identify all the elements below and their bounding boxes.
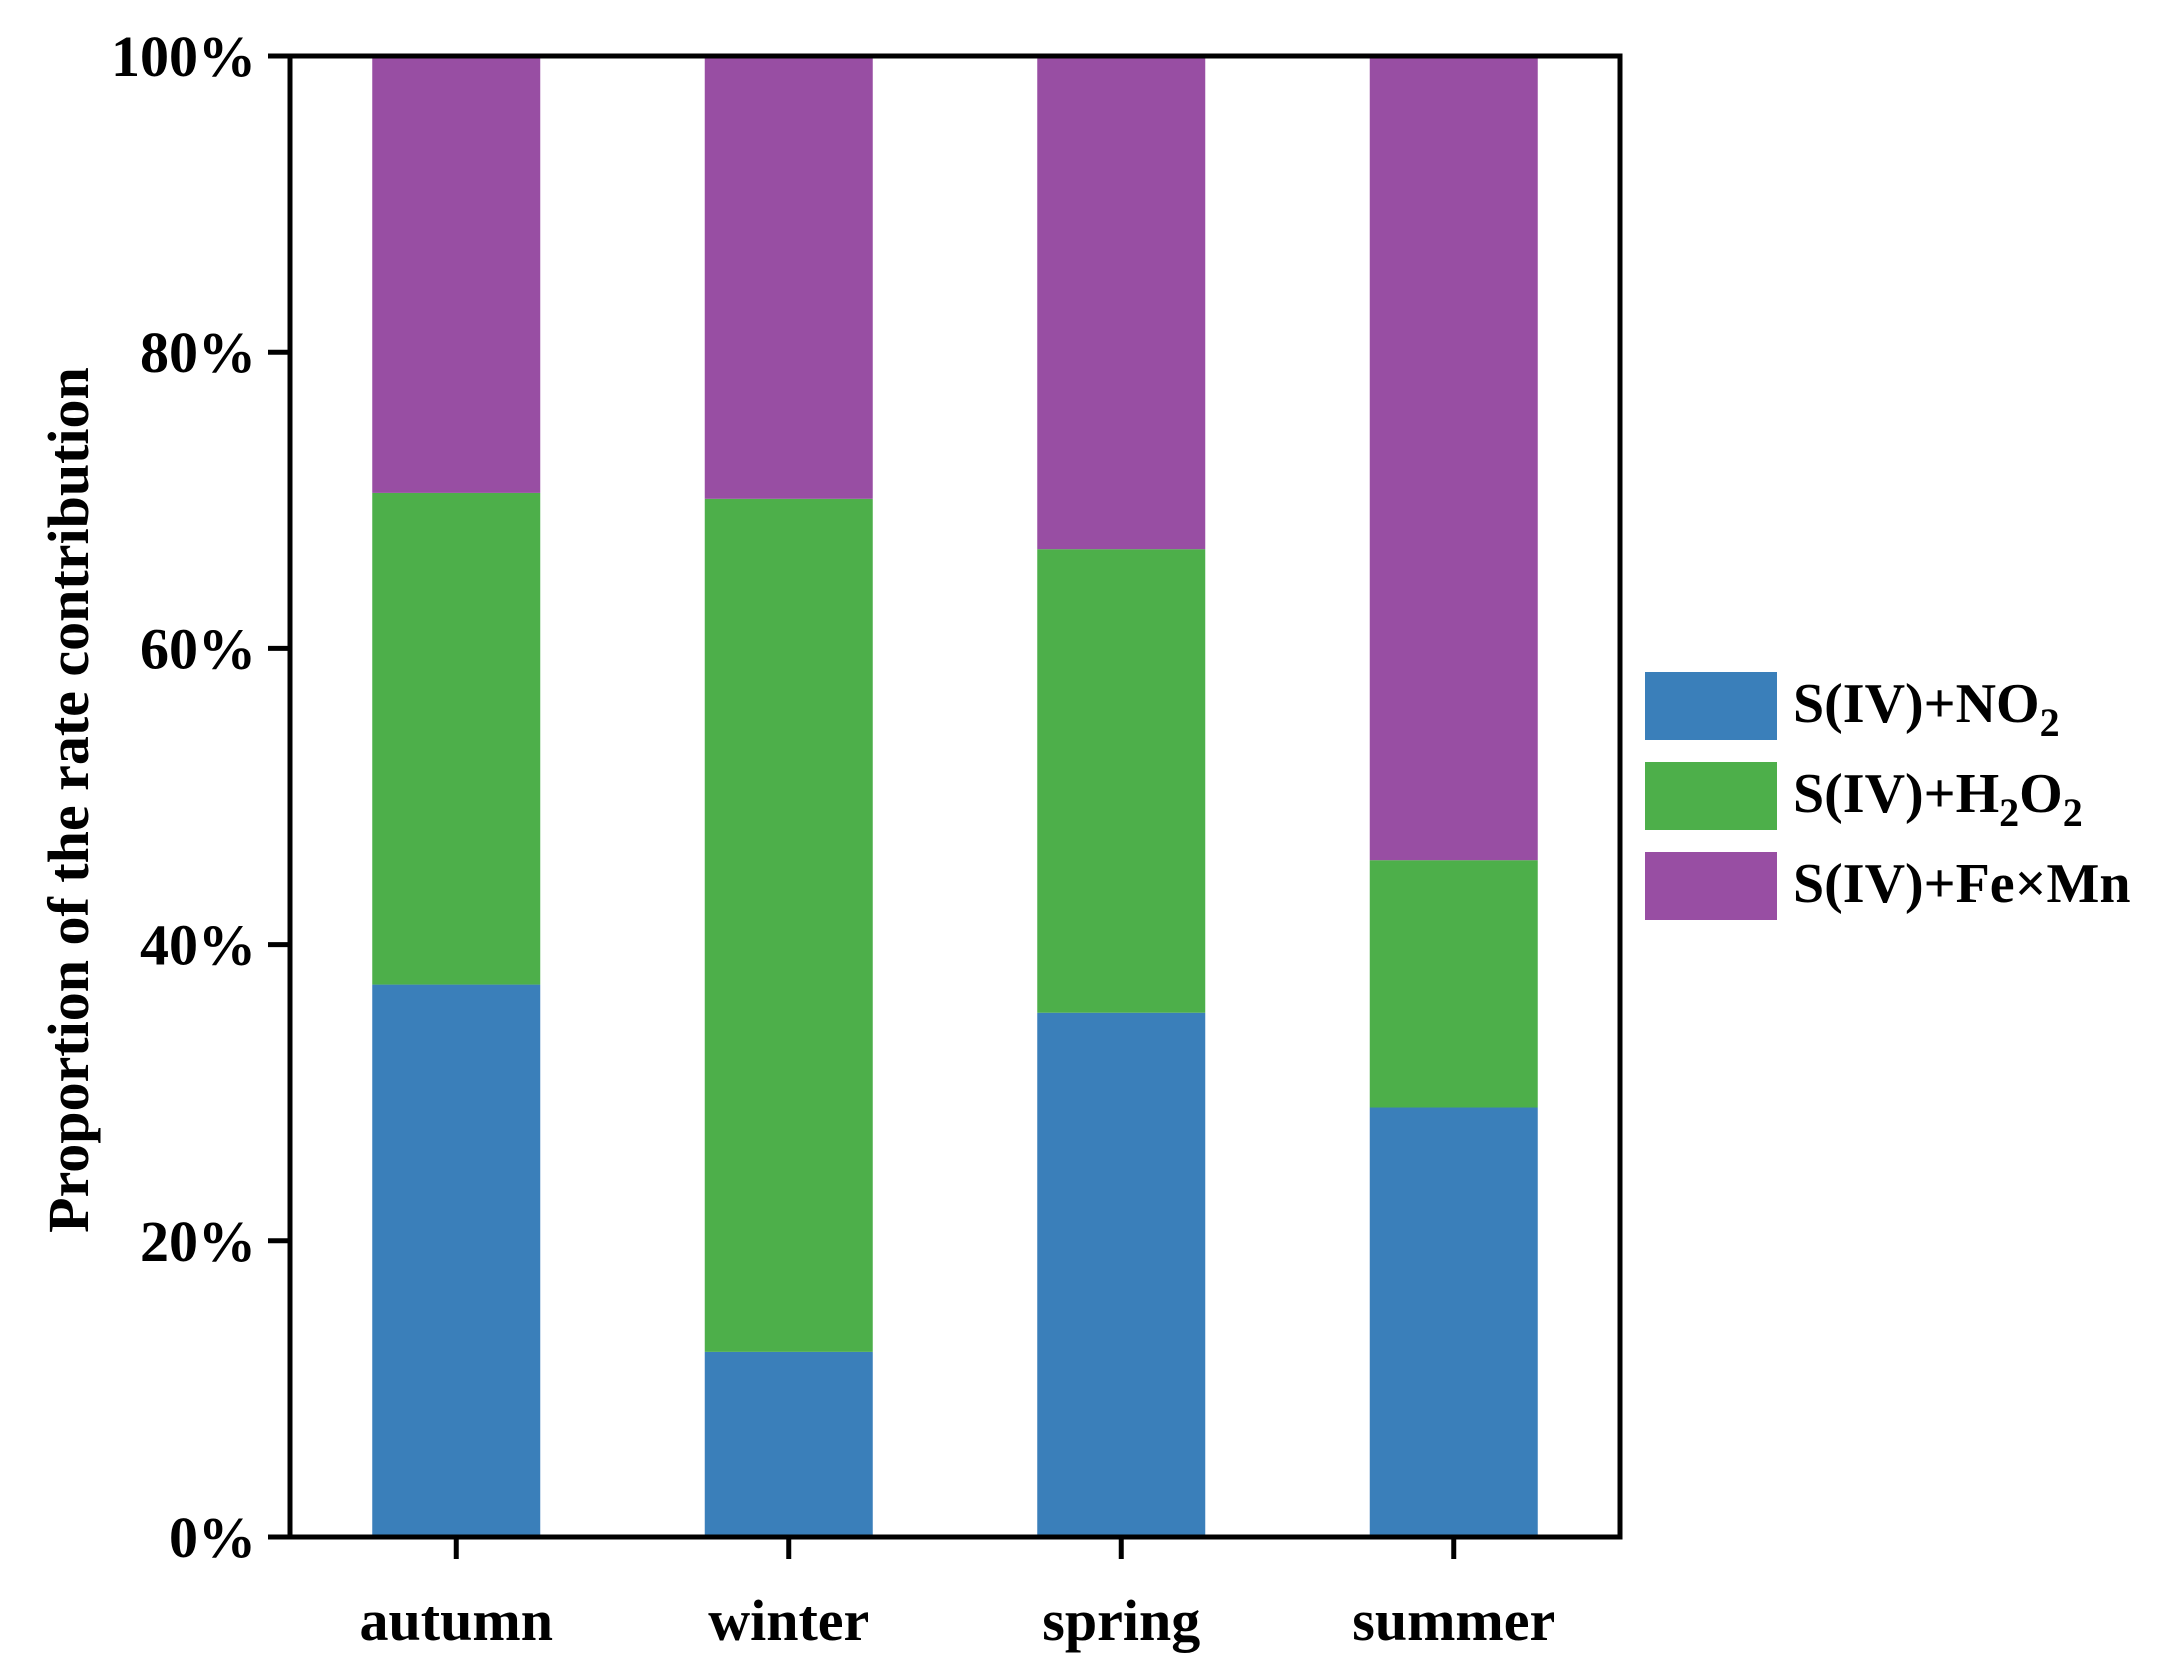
legend-label-2: S(IV)+H2O2 (1793, 763, 2083, 835)
legend-label-1: S(IV)+NO2 (1793, 673, 2060, 745)
x-tick-label-summer: summer (1352, 1588, 1555, 1653)
bar-winter-series-2 (704, 498, 873, 1352)
y-axis-title: Proportion of the rate contribution (36, 367, 101, 1233)
axes-group: 0% 20% 40% 60% 80% 100% autumn winter spring summ… (111, 24, 1623, 1653)
bar-winter-series-1 (704, 1351, 873, 1537)
legend-label-3: S(IV)+Fe×Mn (1793, 853, 2131, 915)
y-tick-label: 40% (140, 913, 256, 978)
bar-summer-series-1 (1369, 1107, 1538, 1537)
bar-spring-series-3 (1037, 56, 1206, 550)
bar-summer-series-3 (1369, 56, 1538, 861)
y-tick-label: 80% (140, 320, 256, 385)
y-tick-label: 20% (140, 1209, 256, 1274)
bars-group (372, 56, 1538, 1537)
bar-autumn-series-2 (372, 492, 541, 985)
x-tick-label-spring: spring (1042, 1588, 1200, 1653)
legend: S(IV)+NO2 S(IV)+H2O2 S(IV)+Fe×Mn (1645, 672, 2131, 920)
x-tick-label-autumn: autumn (360, 1588, 553, 1653)
y-tick-label: 100% (111, 24, 256, 89)
y-tick-label: 60% (140, 616, 256, 681)
x-tick-label-winter: winter (708, 1588, 869, 1653)
legend-swatch-3 (1645, 852, 1777, 920)
bar-spring-series-2 (1037, 549, 1206, 1013)
bar-spring-series-1 (1037, 1012, 1206, 1537)
bar-summer-series-2 (1369, 860, 1538, 1108)
bar-autumn-series-1 (372, 984, 541, 1537)
legend-swatch-2 (1645, 762, 1777, 830)
plot-frame (287, 53, 1623, 1540)
bar-winter-series-3 (704, 56, 873, 499)
legend-swatch-1 (1645, 672, 1777, 740)
bar-autumn-series-3 (372, 56, 541, 493)
y-tick-label: 0% (169, 1505, 256, 1570)
